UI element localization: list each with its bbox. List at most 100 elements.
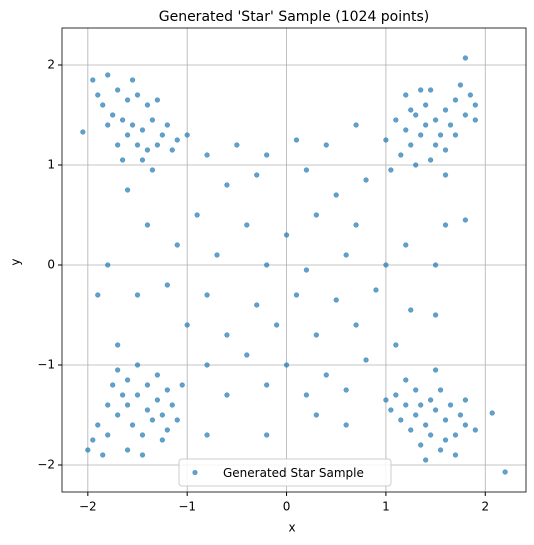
point [100, 102, 106, 108]
point [164, 122, 170, 128]
point [343, 252, 349, 258]
point [80, 129, 86, 135]
point [489, 410, 495, 416]
point [442, 107, 449, 113]
point [154, 372, 160, 378]
point [115, 142, 121, 148]
point [115, 367, 121, 373]
point [214, 252, 220, 258]
point [383, 262, 389, 268]
point [224, 332, 230, 338]
point [398, 152, 404, 158]
point [333, 297, 339, 303]
point [115, 342, 121, 348]
point [472, 102, 478, 108]
point [264, 432, 270, 438]
point [428, 432, 434, 438]
legend-marker [192, 469, 198, 476]
x-tick-label: −2 [79, 500, 97, 514]
point [303, 267, 310, 273]
point [174, 417, 180, 423]
y-axis-label: y [9, 258, 23, 265]
chart-title: Generated 'Star' Sample (1024 points) [159, 9, 430, 25]
point [363, 177, 369, 183]
point [134, 92, 141, 98]
point [408, 307, 414, 313]
y-tick-label: −1 [37, 358, 55, 372]
point [184, 322, 190, 328]
point [159, 132, 165, 138]
point [283, 232, 290, 238]
point [174, 242, 180, 248]
point [129, 122, 136, 128]
point [264, 262, 270, 268]
point [462, 55, 468, 61]
x-tick-label: 0 [283, 500, 291, 514]
point [432, 142, 439, 148]
point [457, 412, 464, 418]
point [418, 132, 424, 138]
point [204, 432, 210, 438]
plot-frame [61, 27, 527, 493]
point [105, 432, 111, 438]
point [283, 362, 290, 368]
point [174, 137, 180, 143]
point [144, 147, 151, 153]
point [437, 447, 444, 453]
point [144, 382, 151, 388]
point [105, 262, 111, 268]
point [105, 402, 111, 408]
point [224, 182, 230, 188]
point [129, 422, 136, 428]
point [303, 392, 310, 398]
point [432, 117, 439, 123]
point [144, 407, 151, 413]
point [110, 382, 116, 388]
x-tick-label: 2 [481, 500, 489, 514]
point [472, 117, 478, 123]
point [204, 152, 210, 158]
point [124, 187, 131, 193]
point [388, 167, 394, 173]
point [110, 112, 116, 118]
point [423, 422, 429, 428]
point [95, 422, 101, 428]
point [115, 412, 121, 418]
point [442, 417, 449, 423]
point [129, 77, 136, 83]
point [134, 362, 141, 368]
point [254, 302, 260, 308]
point [462, 112, 468, 118]
point [413, 162, 419, 168]
point [428, 397, 434, 403]
point [313, 412, 319, 418]
point [452, 432, 459, 438]
point [184, 132, 190, 138]
point [428, 87, 434, 93]
point [144, 222, 151, 228]
legend-box [178, 458, 392, 487]
point [139, 432, 146, 438]
point [403, 377, 409, 383]
point [139, 157, 146, 163]
point [432, 312, 439, 318]
point [393, 117, 399, 123]
point [373, 287, 379, 293]
point [139, 452, 146, 458]
point [149, 417, 156, 423]
point [462, 217, 468, 223]
point [164, 282, 170, 288]
point [95, 92, 101, 98]
legend-label: Generated Star Sample [223, 466, 364, 480]
point [293, 292, 300, 298]
point [154, 397, 160, 403]
point [224, 392, 230, 398]
point [437, 387, 444, 393]
point [120, 392, 126, 398]
point [159, 437, 165, 443]
point [120, 117, 126, 123]
point [154, 142, 160, 148]
point [105, 72, 111, 78]
y-tick-label: −2 [37, 458, 55, 472]
